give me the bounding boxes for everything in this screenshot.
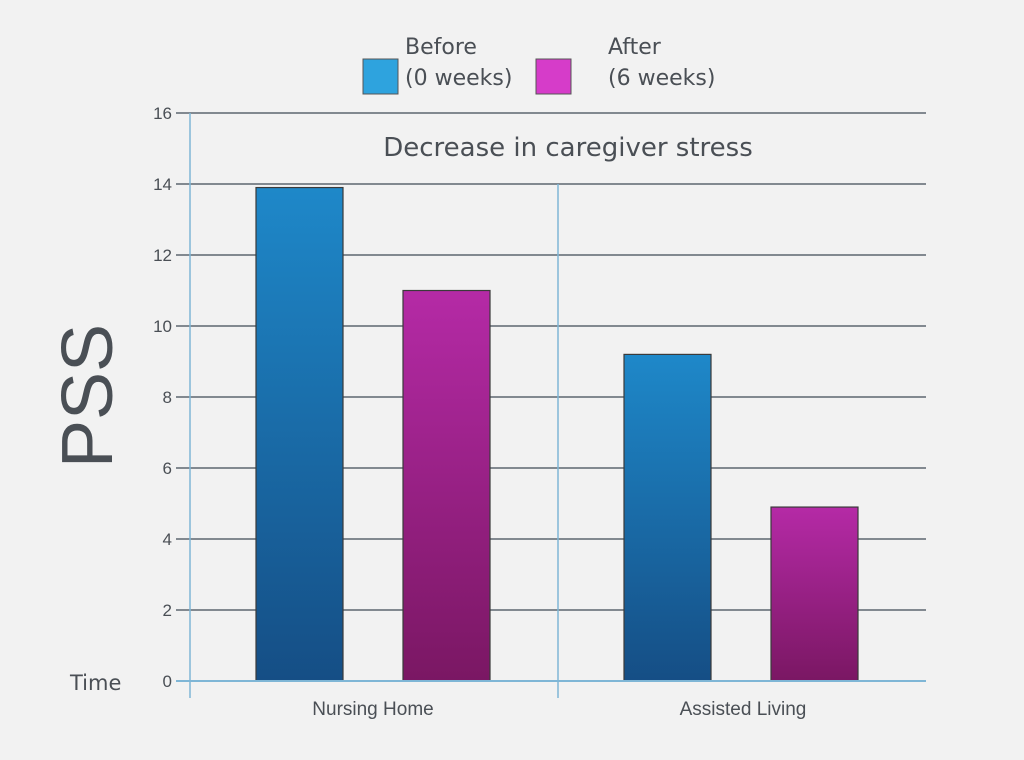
y-tick-label-10: 10 bbox=[153, 317, 172, 336]
category-label-assisted-living: Assisted Living bbox=[680, 699, 807, 720]
chart-title: Decrease in caregiver stress bbox=[383, 133, 752, 163]
bar-nursing-home-before bbox=[255, 186, 344, 682]
y-tick-label-4: 4 bbox=[163, 530, 172, 549]
bar-assisted-living-after bbox=[770, 506, 859, 682]
legend-sublabel-before: (0 weeks) bbox=[405, 66, 512, 91]
bar-nursing-home-after bbox=[402, 289, 491, 682]
legend: Before (0 weeks) After (6 weeks) bbox=[362, 35, 715, 95]
bars bbox=[255, 186, 859, 682]
x-axis-label-time: Time bbox=[69, 671, 121, 695]
y-tick-label-12: 12 bbox=[153, 246, 172, 265]
legend-swatch-before bbox=[362, 58, 399, 95]
y-tick-label-6: 6 bbox=[163, 459, 172, 478]
y-tick-label-14: 14 bbox=[153, 175, 172, 194]
bar-assisted-living-before bbox=[623, 353, 712, 682]
y-axis-label: PSS bbox=[48, 324, 128, 468]
legend-label-after: After bbox=[608, 35, 662, 60]
y-tick-label-0: 0 bbox=[163, 672, 172, 691]
legend-swatch-after bbox=[535, 58, 572, 95]
y-tick-label-16: 16 bbox=[153, 104, 172, 123]
legend-sublabel-after: (6 weeks) bbox=[608, 66, 715, 91]
y-tick-label-8: 8 bbox=[163, 388, 172, 407]
y-tick-labels: 0 2 4 6 8 10 12 14 16 bbox=[153, 104, 172, 691]
y-tick-label-2: 2 bbox=[163, 601, 172, 620]
category-label-nursing-home: Nursing Home bbox=[312, 699, 433, 720]
legend-label-before: Before bbox=[405, 35, 477, 60]
